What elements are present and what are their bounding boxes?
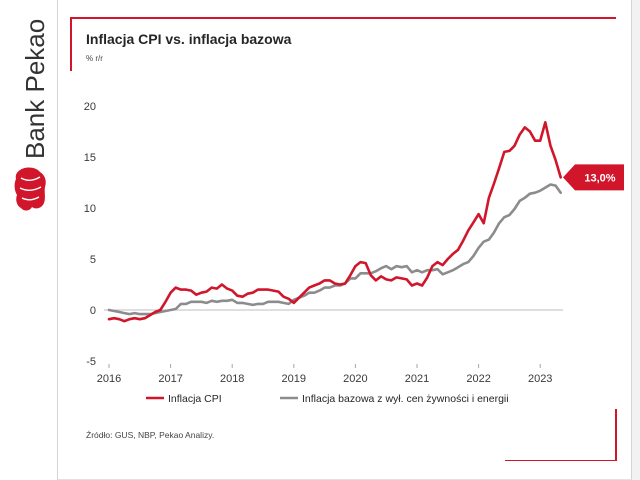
x-tick-label: 2017 bbox=[158, 373, 182, 385]
y-axis: 20 15 10 5 0 -5 bbox=[84, 101, 96, 368]
core-inflation-series-line bbox=[107, 183, 562, 316]
y-tick-label: 10 bbox=[84, 203, 96, 215]
slide-panel bbox=[58, 0, 632, 480]
y-tick-label: 0 bbox=[90, 305, 96, 317]
legend-item-core-inflation: Inflacja bazowa z wył. cen żywności i en… bbox=[280, 393, 509, 405]
chart-legend: Inflacja CPI Inflacja bazowa z wył. cen … bbox=[146, 393, 509, 405]
legend-label-cpi: Inflacja CPI bbox=[168, 393, 222, 405]
x-axis: 2016 2017 2018 2019 2020 2021 2022 2023 bbox=[97, 364, 552, 385]
x-tick-label: 2021 bbox=[405, 373, 429, 385]
frame-corner-top-line bbox=[70, 17, 616, 19]
chart-unit-label: % r/r bbox=[86, 54, 103, 63]
legend-label-core-inflation: Inflacja bazowa z wył. cen żywności i en… bbox=[302, 393, 509, 405]
brand-sidebar: Bank Pekao bbox=[0, 0, 58, 480]
chart-title: Inflacja CPI vs. inflacja bazowa bbox=[86, 31, 292, 47]
brand-wordmark: Bank Pekao bbox=[20, 19, 50, 159]
pekao-bison-icon bbox=[14, 167, 46, 211]
x-tick-label: 2018 bbox=[220, 373, 244, 385]
x-tick-label: 2022 bbox=[466, 373, 490, 385]
x-tick-label: 2023 bbox=[528, 373, 552, 385]
cpi-series-line bbox=[107, 121, 562, 323]
y-tick-label: 5 bbox=[90, 254, 96, 266]
series-group bbox=[107, 121, 562, 323]
legend-item-cpi: Inflacja CPI bbox=[146, 393, 222, 405]
x-tick-label: 2019 bbox=[282, 373, 306, 385]
y-tick-label: 20 bbox=[84, 101, 96, 113]
source-note: Źródło: GUS, NBP, Pekao Analizy. bbox=[86, 430, 215, 440]
brand-logo: Bank Pekao bbox=[14, 19, 50, 211]
y-tick-label: 15 bbox=[84, 152, 96, 164]
latest-value-callout: 13,0% bbox=[563, 164, 624, 191]
frame-corner-left-line bbox=[70, 17, 72, 71]
x-tick-label: 2020 bbox=[343, 373, 367, 385]
callout-value: 13,0% bbox=[584, 172, 615, 184]
frame-corner-bottom-line bbox=[505, 459, 617, 461]
x-tick-label: 2016 bbox=[97, 373, 121, 385]
y-tick-label: -5 bbox=[86, 356, 96, 368]
frame-corner-right-line bbox=[615, 409, 617, 461]
callout-badge bbox=[563, 164, 624, 191]
